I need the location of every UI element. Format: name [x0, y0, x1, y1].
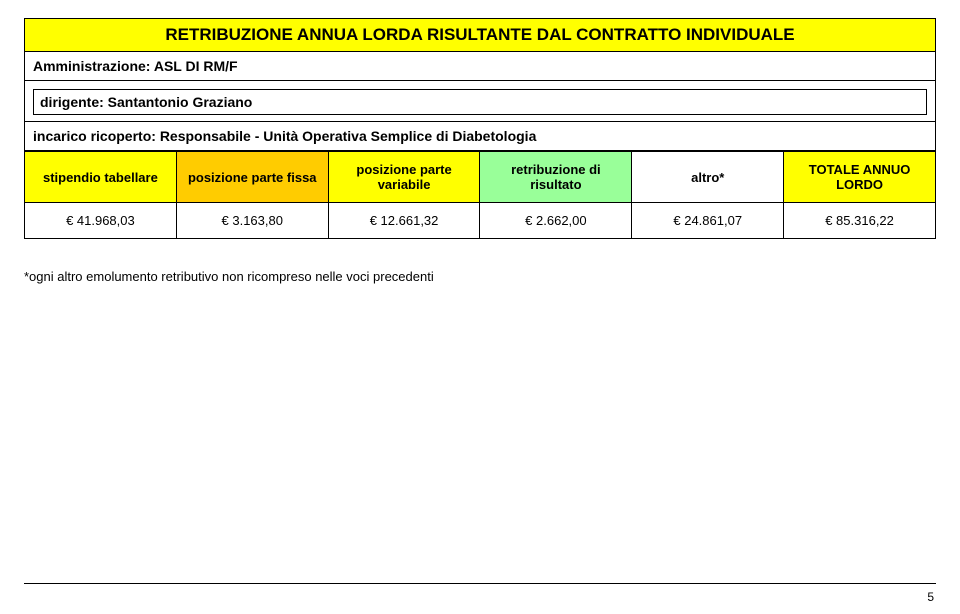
- administration-row: Amministrazione: ASL DI RM/F: [24, 52, 936, 81]
- dirigente-value: Santantonio Graziano: [108, 94, 253, 110]
- dirigente-wrap: dirigente: Santantonio Graziano: [24, 81, 936, 122]
- table-value-row: € 41.968,03 € 3.163,80 € 12.661,32 € 2.6…: [25, 203, 936, 239]
- incarico-value: Responsabile - Unità Operativa Semplice …: [160, 128, 537, 144]
- salary-table: stipendio tabellare posizione parte fiss…: [24, 151, 936, 239]
- header-variabile: posizione parte variabile: [328, 152, 480, 203]
- value-risultato: € 2.662,00: [480, 203, 632, 239]
- title-text: RETRIBUZIONE ANNUA LORDA RISULTANTE DAL …: [165, 25, 794, 44]
- title-bar: RETRIBUZIONE ANNUA LORDA RISULTANTE DAL …: [24, 18, 936, 52]
- table-header-row: stipendio tabellare posizione parte fiss…: [25, 152, 936, 203]
- header-risultato: retribuzione di risultato: [480, 152, 632, 203]
- footnote: *ogni altro emolumento retributivo non r…: [24, 269, 936, 284]
- value-stipendio: € 41.968,03: [25, 203, 177, 239]
- incarico-label: incarico ricoperto:: [33, 128, 156, 144]
- header-altro: altro*: [632, 152, 784, 203]
- header-stipendio: stipendio tabellare: [25, 152, 177, 203]
- administration-label: Amministrazione:: [33, 58, 150, 74]
- dirigente-label: dirigente:: [40, 94, 104, 110]
- value-altro: € 24.861,07: [632, 203, 784, 239]
- footer-rule: [24, 583, 936, 584]
- header-fissa: posizione parte fissa: [176, 152, 328, 203]
- value-totale: € 85.316,22: [784, 203, 936, 239]
- value-fissa: € 3.163,80: [176, 203, 328, 239]
- incarico-row: incarico ricoperto: Responsabile - Unità…: [24, 122, 936, 151]
- header-totale: TOTALE ANNUO LORDO: [784, 152, 936, 203]
- dirigente-cell: dirigente: Santantonio Graziano: [33, 89, 927, 115]
- document-page: RETRIBUZIONE ANNUA LORDA RISULTANTE DAL …: [0, 0, 960, 284]
- value-variabile: € 12.661,32: [328, 203, 480, 239]
- administration-value: ASL DI RM/F: [154, 58, 238, 74]
- page-number: 5: [927, 590, 934, 604]
